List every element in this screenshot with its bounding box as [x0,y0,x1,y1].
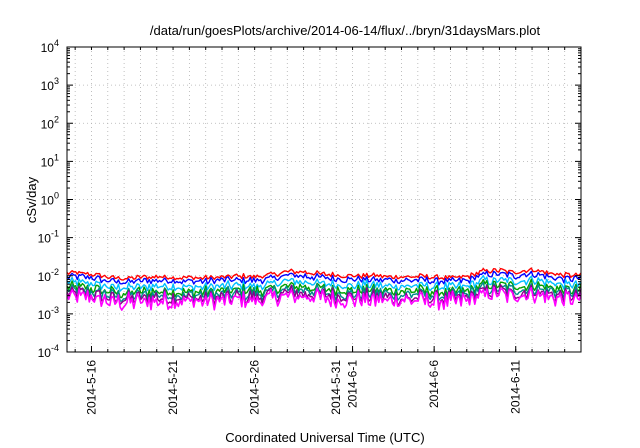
x-tick-label: 2014-5-21 [166,360,180,415]
y-tick-label: 10-3 [38,305,59,322]
y-tick-label: 10-2 [38,267,59,284]
x-tick-label: 2014-6-11 [509,360,523,414]
series-line [66,284,582,308]
y-axis-label: cSv/day [24,176,39,223]
x-axis-label: Coordinated Universal Time (UTC) [225,430,424,445]
series-line [66,267,582,281]
series-line [66,278,582,299]
y-tick-label: 100 [41,191,59,208]
x-tick-label: 2014-5-16 [84,360,98,415]
series-line [66,270,582,286]
x-axis: 2014-5-16 2014-5-21 2014-5-26 2014-5-31 2014… [74,47,566,415]
series-line [66,286,582,311]
y-tick-label: 104 [41,38,59,55]
x-tick-label: 2014-6-1 [346,360,360,408]
y-tick-label: 103 [41,76,59,93]
x-tick-label: 2014-5-31 [329,360,343,415]
y-tick-label: 101 [41,152,59,169]
y-tick-label: 10-4 [38,343,59,360]
grid [67,47,581,352]
y-tick-label: 10-1 [38,229,59,246]
x-tick-label: 2014-5-26 [248,360,262,415]
x-tick-label: 2014-6-6 [427,360,441,408]
series-layer [66,267,582,311]
chart-title: /data/run/goesPlots/archive/2014-06-14/f… [150,23,541,38]
series-line [66,274,582,292]
y-tick-label: 102 [41,114,59,131]
